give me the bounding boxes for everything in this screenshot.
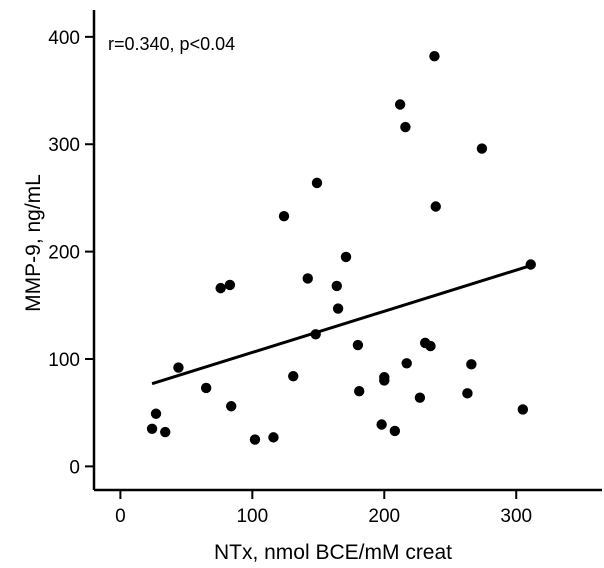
y-tick-label: 100 bbox=[48, 350, 80, 371]
data-point bbox=[302, 273, 313, 284]
data-point bbox=[268, 432, 279, 443]
data-point bbox=[389, 425, 401, 437]
data-point bbox=[525, 259, 536, 270]
data-point bbox=[249, 434, 261, 445]
correlation-annotation: r=0.340, p<0.04 bbox=[108, 34, 235, 54]
data-point bbox=[215, 282, 226, 294]
data-point bbox=[331, 280, 342, 292]
data-point bbox=[332, 303, 344, 314]
data-point bbox=[401, 358, 412, 369]
data-point bbox=[224, 279, 236, 291]
data-point bbox=[200, 382, 212, 394]
y-tick-label: 400 bbox=[48, 28, 80, 49]
data-point bbox=[430, 201, 441, 212]
data-point bbox=[173, 362, 184, 373]
x-tick-label: 100 bbox=[236, 506, 268, 527]
x-axis-label: NTx, nmol BCE/mM creat bbox=[214, 541, 452, 564]
data-point bbox=[517, 404, 529, 415]
data-point bbox=[278, 210, 290, 222]
regression-line bbox=[151, 264, 532, 386]
data-point bbox=[311, 177, 323, 189]
data-point bbox=[354, 386, 365, 397]
data-point bbox=[429, 50, 440, 62]
data-point bbox=[379, 372, 390, 383]
data-point bbox=[160, 426, 171, 438]
data-point bbox=[466, 359, 477, 370]
data-point bbox=[146, 423, 158, 434]
y-tick-label: 300 bbox=[48, 135, 80, 156]
data-point bbox=[340, 251, 352, 263]
data-point bbox=[414, 392, 426, 403]
data-point bbox=[425, 340, 436, 352]
x-tick-label: 200 bbox=[368, 506, 400, 527]
data-point bbox=[310, 329, 321, 340]
data-point bbox=[288, 370, 299, 382]
data-point bbox=[462, 388, 473, 399]
x-tick-label: 0 bbox=[115, 506, 126, 527]
data-point bbox=[400, 121, 411, 133]
data-point bbox=[476, 143, 488, 154]
x-tick-label: 300 bbox=[500, 506, 532, 527]
y-tick-label: 0 bbox=[69, 457, 80, 478]
data-point bbox=[150, 408, 162, 419]
data-point bbox=[376, 419, 387, 430]
data-point bbox=[352, 339, 364, 351]
data-point bbox=[226, 401, 237, 412]
data-point bbox=[394, 99, 406, 110]
y-axis-label: MMP-9, ng/mL bbox=[22, 174, 45, 312]
y-tick-label: 200 bbox=[48, 243, 80, 264]
